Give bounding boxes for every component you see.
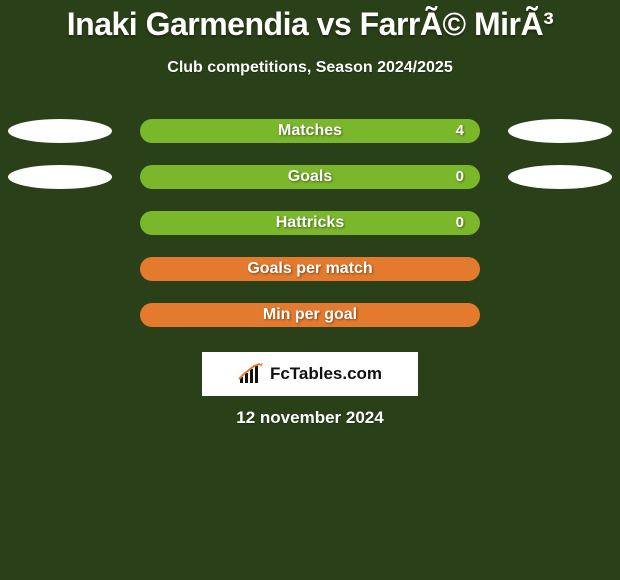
- fctables-text: FcTables.com: [270, 364, 382, 384]
- comparison-card: Inaki Garmendia vs FarrÃ© MirÃ³ Club com…: [0, 0, 620, 580]
- page-subtitle: Club competitions, Season 2024/2025: [0, 59, 620, 77]
- stat-bar: [140, 211, 480, 235]
- stat-bar: [140, 303, 480, 327]
- stat-bar: [140, 165, 480, 189]
- stat-row-min-per-goal: Min per goal: [0, 301, 620, 347]
- chart-icon: [238, 363, 264, 385]
- player1-pill: [8, 165, 112, 189]
- stat-rows: Matches 4 Goals 0 Hattricks 0 Goals per …: [0, 117, 620, 347]
- stat-row-goals-per-match: Goals per match: [0, 255, 620, 301]
- stat-bar: [140, 257, 480, 281]
- stat-row-goals: Goals 0: [0, 163, 620, 209]
- stat-row-hattricks: Hattricks 0: [0, 209, 620, 255]
- fctables-badge[interactable]: FcTables.com: [202, 352, 418, 396]
- stat-bar: [140, 119, 480, 143]
- date-text: 12 november 2024: [0, 408, 620, 428]
- player2-pill: [508, 165, 612, 189]
- player1-pill: [8, 119, 112, 143]
- page-title: Inaki Garmendia vs FarrÃ© MirÃ³: [0, 0, 620, 43]
- player2-pill: [508, 119, 612, 143]
- stat-row-matches: Matches 4: [0, 117, 620, 163]
